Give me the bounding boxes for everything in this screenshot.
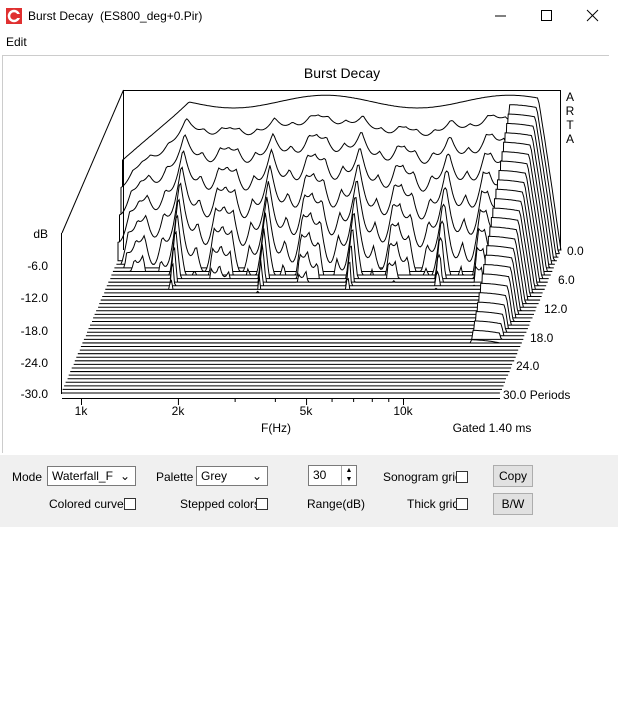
- x-tick-label: 1k: [75, 404, 89, 418]
- checkbox[interactable]: [256, 498, 268, 510]
- chart-title: Burst Decay: [304, 65, 380, 81]
- y-tick-label: -12.0: [21, 291, 49, 305]
- label: Palette: [156, 470, 193, 484]
- label: Colored curves: [49, 497, 130, 511]
- label: Range(dB): [307, 497, 365, 511]
- dropdown-arrow: ⌄: [120, 469, 130, 483]
- range-input[interactable]: 30 ▲▼: [308, 465, 357, 486]
- y-tick-label: -24.0: [21, 356, 49, 370]
- control-bar: Mode Waterfall_F ⌄ Palette Grey ⌄ 30 ▲▼ Ran…: [0, 455, 618, 527]
- checkbox[interactable]: [456, 498, 468, 510]
- brand-letter: T: [566, 118, 574, 132]
- x-tick-label: 10k: [393, 404, 413, 418]
- y-tick-label: -18.0: [21, 324, 49, 338]
- spin-button[interactable]: ▲▼: [341, 466, 356, 485]
- label: Sonogram grid: [383, 470, 462, 484]
- mode-select[interactable]: Waterfall_F ⌄: [47, 466, 136, 486]
- window: Burst Decay (ES800_deg+0.Pir) Edit Burst…: [0, 0, 618, 527]
- x-axis-label: F(Hz): [261, 421, 291, 435]
- depth-tick-label: 30.0 Periods: [503, 388, 570, 402]
- depth-tick-label: 6.0: [558, 273, 575, 287]
- checkbox[interactable]: [124, 498, 136, 510]
- label: Stepped colors: [180, 497, 260, 511]
- note: Gated 1.40 ms: [453, 421, 532, 435]
- select-value: Grey: [201, 469, 227, 483]
- select-value: Waterfall_F: [52, 469, 113, 483]
- y-axis-label: dB: [33, 227, 48, 241]
- y-tick-label: -30.0: [21, 387, 49, 401]
- input-value: 30: [313, 468, 326, 482]
- x-tick-label: 2k: [172, 404, 186, 418]
- decay-slice: [91, 293, 529, 325]
- depth-tick-label: 18.0: [530, 331, 554, 345]
- copy-button[interactable]: Copy: [493, 465, 533, 487]
- y-tick-label: -6.0: [27, 259, 48, 273]
- brand-letter: R: [566, 104, 575, 118]
- x-tick-label: 5k: [300, 404, 314, 418]
- depth-tick-label: 0.0: [567, 244, 584, 258]
- chart: Burst Decay dB F(Hz) Gated 1.40 ms 1k 2k 5…: [0, 0, 618, 455]
- bw-button[interactable]: B/W: [493, 493, 533, 515]
- dropdown-arrow: ⌄: [252, 469, 262, 483]
- depth-tick-label: 24.0: [516, 359, 540, 373]
- brand-letter: A: [566, 90, 574, 104]
- decay-slice: [83, 340, 521, 343]
- label: Thick grid: [407, 497, 459, 511]
- checkbox[interactable]: [456, 471, 468, 483]
- brand-letter: A: [566, 132, 574, 146]
- depth-tick-label: 12.0: [544, 302, 568, 316]
- palette-select[interactable]: Grey ⌄: [196, 466, 268, 486]
- label: Mode: [12, 470, 42, 484]
- decay-slice: [94, 274, 532, 318]
